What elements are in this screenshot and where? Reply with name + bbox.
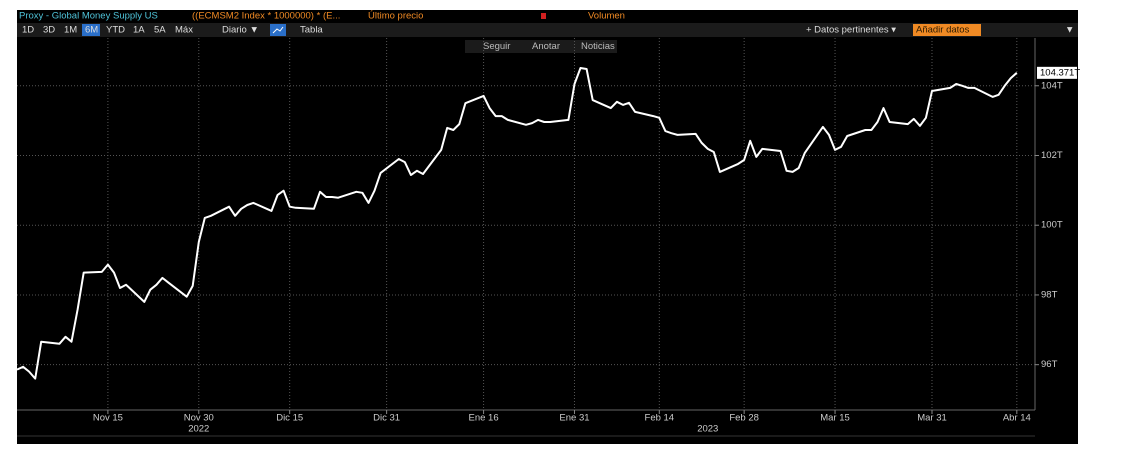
news-button[interactable]: Noticias bbox=[581, 41, 615, 52]
x-tick-label: Mar 31 bbox=[917, 413, 947, 424]
range-button[interactable]: 3D bbox=[43, 25, 55, 36]
x-tick-label: Nov 15 bbox=[93, 413, 123, 424]
price-label: Último precio bbox=[368, 11, 423, 22]
x-tick-label: Abr 14 bbox=[1003, 413, 1031, 424]
x-tick-label: Feb 14 bbox=[645, 413, 675, 424]
y-tick-label: 100T bbox=[1041, 220, 1063, 231]
formula: ((ECMSM2 Index * 1000000) * (E... bbox=[192, 11, 340, 22]
year-label: 2022 bbox=[188, 424, 209, 435]
table-button[interactable]: Tabla bbox=[300, 25, 323, 36]
panel bbox=[17, 10, 1078, 444]
last-value-label: 104.371T bbox=[1040, 67, 1080, 78]
last-value-tag bbox=[1037, 66, 1077, 79]
range-button[interactable]: 1M bbox=[64, 25, 77, 36]
range-button[interactable]: 1D bbox=[22, 25, 34, 36]
x-tick-label: Dic 31 bbox=[373, 413, 400, 424]
related-button[interactable]: + Datos pertinentes ▾ bbox=[806, 25, 896, 36]
interval-button[interactable]: Diario ▼ bbox=[222, 25, 259, 36]
actions-bar bbox=[465, 40, 617, 53]
range-button[interactable]: 6M bbox=[85, 25, 98, 36]
y-tick-label: 102T bbox=[1041, 150, 1063, 161]
chart-icon-glyph bbox=[272, 26, 284, 34]
volume-label: Volumen bbox=[588, 11, 625, 22]
range-button[interactable]: 5A bbox=[154, 25, 166, 36]
menu-button[interactable]: ▼ bbox=[1065, 25, 1074, 36]
x-tick-label: Feb 28 bbox=[729, 413, 759, 424]
add-button-bg[interactable] bbox=[913, 24, 981, 36]
x-tick-label: Mar 15 bbox=[820, 413, 850, 424]
y-tick-label: 104T bbox=[1041, 80, 1063, 91]
series-title: Proxy - Global Money Supply US bbox=[19, 11, 158, 22]
x-tick-label: Ene 16 bbox=[469, 413, 499, 424]
x-tick-label: Nov 30 bbox=[184, 413, 214, 424]
x-tick-label: Ene 31 bbox=[559, 413, 589, 424]
annotate-button[interactable]: Anotar bbox=[532, 41, 560, 52]
range-button[interactable]: Máx bbox=[175, 25, 193, 36]
y-tick-label: 98T bbox=[1041, 289, 1058, 300]
line bbox=[16, 67, 1018, 380]
range-button[interactable]: 1A bbox=[133, 25, 145, 36]
x-tick-label: Dic 15 bbox=[276, 413, 303, 424]
follow-button[interactable]: Seguir bbox=[483, 41, 510, 52]
range-button[interactable]: YTD bbox=[106, 25, 125, 36]
year-label: 2023 bbox=[697, 424, 718, 435]
volume-icon bbox=[541, 13, 546, 19]
add-button[interactable]: Añadir datos bbox=[916, 25, 970, 36]
y-tick-label: 96T bbox=[1041, 359, 1058, 370]
range-active bbox=[82, 24, 100, 36]
